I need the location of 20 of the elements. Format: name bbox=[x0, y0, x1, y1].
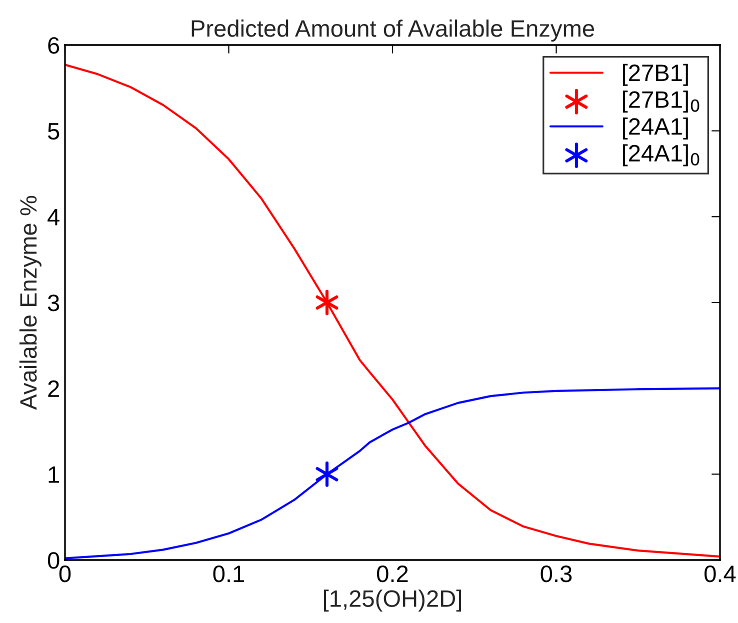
y-tick-label: 4 bbox=[48, 208, 60, 226]
legend-label: [27B1] bbox=[622, 64, 688, 86]
x-tick-label: 0.3 bbox=[540, 565, 572, 582]
x-axis-title: [1,25(OH)2D] bbox=[324, 590, 462, 612]
y-tick-label: 6 bbox=[48, 37, 60, 54]
x-tick-label: 0.1 bbox=[213, 565, 244, 582]
x-tick-label: 0.2 bbox=[377, 565, 408, 582]
chart-title: Predicted Amount of Available Enzyme bbox=[192, 20, 594, 42]
y-tick-label: 0 bbox=[48, 552, 60, 569]
legend-label: [24A1]$_{0}$ bbox=[622, 144, 700, 166]
y-tick-label: 5 bbox=[48, 123, 60, 140]
y-axis-title: Available Enzyme % bbox=[19, 196, 42, 410]
line-series bbox=[65, 64, 720, 558]
x-tick-label: 0 bbox=[59, 565, 71, 582]
legend-label: [24A1] bbox=[622, 118, 688, 140]
y-tick-label: 2 bbox=[48, 380, 59, 397]
legend-label: [27B1]$_{0}$ bbox=[622, 90, 700, 113]
x-tick-label: 0.4 bbox=[704, 565, 736, 582]
y-tick-label: 1 bbox=[48, 466, 59, 483]
y-tick-label: 3 bbox=[48, 294, 60, 312]
